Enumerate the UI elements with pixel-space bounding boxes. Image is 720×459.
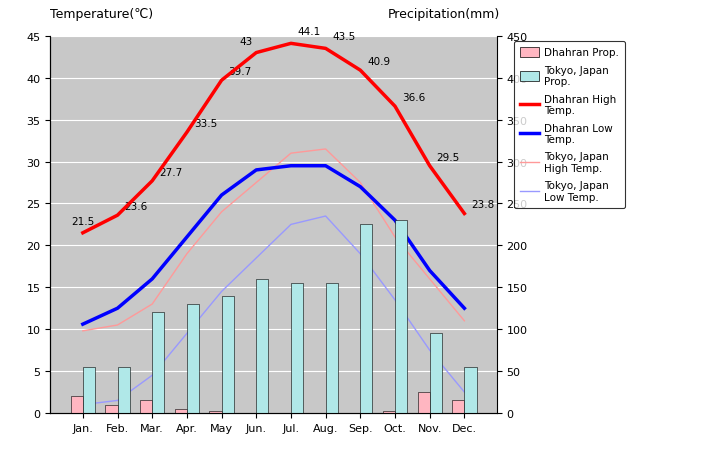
Text: 23.8: 23.8 [472, 200, 495, 210]
Bar [395, 221, 407, 413]
Bar [105, 405, 117, 413]
Bar [452, 401, 464, 413]
Bar [222, 296, 234, 413]
Text: 43.5: 43.5 [333, 32, 356, 42]
Bar [187, 304, 199, 413]
Text: 36.6: 36.6 [402, 93, 426, 103]
Text: 23.6: 23.6 [125, 202, 148, 212]
Bar [360, 225, 372, 413]
Bar [383, 411, 395, 413]
Legend: Dhahran Prop., Tokyo, Japan
Prop., Dhahran High
Temp., Dhahran Low
Temp., Tokyo,: Dhahran Prop., Tokyo, Japan Prop., Dhahr… [514, 42, 625, 209]
Bar [430, 334, 442, 413]
Text: 29.5: 29.5 [436, 152, 460, 162]
Text: 43: 43 [240, 37, 253, 46]
Text: 33.5: 33.5 [194, 119, 217, 129]
Bar [175, 409, 187, 413]
Text: 21.5: 21.5 [72, 216, 95, 226]
Bar [140, 401, 152, 413]
Bar [256, 279, 269, 413]
Bar [152, 313, 164, 413]
Bar [71, 397, 83, 413]
Bar [210, 411, 222, 413]
Bar [464, 367, 477, 413]
Bar [291, 284, 303, 413]
Bar [83, 367, 95, 413]
Text: Temperature(℃): Temperature(℃) [50, 8, 153, 21]
Text: 40.9: 40.9 [367, 57, 390, 67]
Bar [325, 284, 338, 413]
Bar [418, 392, 430, 413]
Text: 27.7: 27.7 [159, 167, 182, 177]
Text: 44.1: 44.1 [298, 28, 321, 37]
Text: 39.7: 39.7 [228, 67, 252, 77]
Text: Precipitation(mm): Precipitation(mm) [388, 8, 500, 21]
Bar [117, 367, 130, 413]
